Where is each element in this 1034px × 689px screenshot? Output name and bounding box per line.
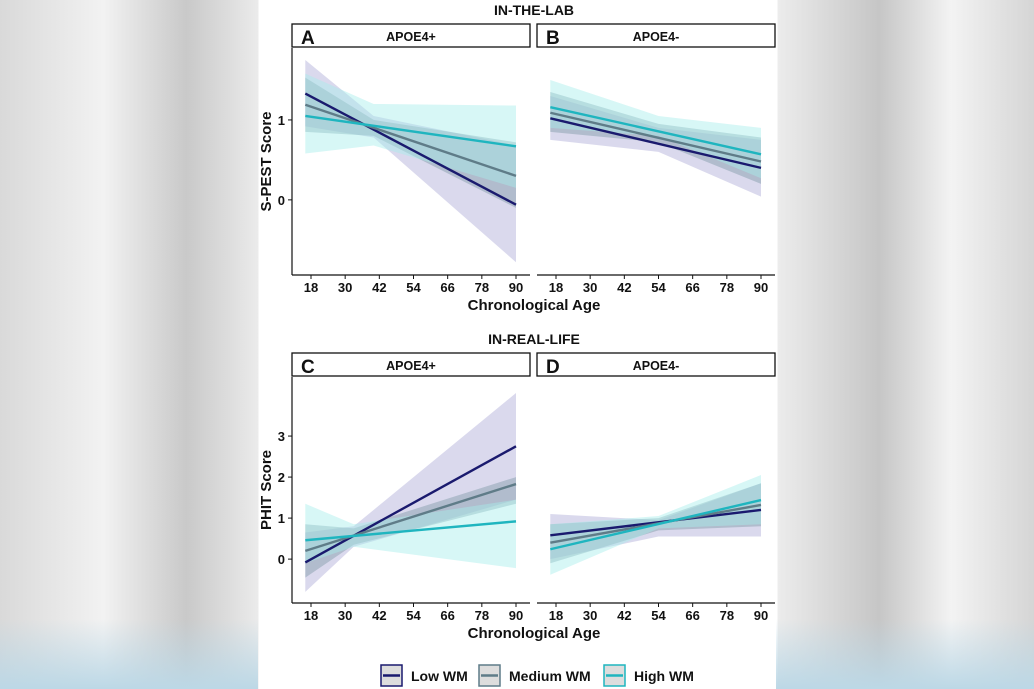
line-high-wm xyxy=(305,114,517,148)
y-axis-label: PHIT Score xyxy=(258,450,275,530)
legend-item-medium-wm: Medium WM xyxy=(478,664,591,687)
ci-band-low-wm xyxy=(305,59,516,263)
x-tick-label: 90 xyxy=(509,608,523,623)
legend-item-low-wm: Low WM xyxy=(380,664,468,687)
line-medium-wm xyxy=(550,111,762,163)
ci-band-low-wm xyxy=(550,95,761,197)
x-tick-label: 66 xyxy=(440,608,454,623)
ci-band-high-wm xyxy=(305,499,516,569)
line-medium-wm xyxy=(304,482,517,553)
strip-box xyxy=(291,352,531,377)
x-tick-label: 54 xyxy=(651,280,666,295)
x-tick-label: 42 xyxy=(372,280,386,295)
strip-label: APOE4- xyxy=(633,30,680,44)
x-axis-label: Chronological Age xyxy=(468,625,601,642)
legend-label: High WM xyxy=(634,668,694,684)
panel-d: D APOE4- 18 30 42 54 66 78 90 xyxy=(536,352,776,623)
x-tick-label: 78 xyxy=(720,608,734,623)
section-title: IN-REAL-LIFE xyxy=(488,331,580,347)
x-tick-label: 54 xyxy=(406,608,421,623)
line-high-wm xyxy=(550,498,762,551)
section-title: IN-THE-LAB xyxy=(494,2,574,18)
y-tick-label: 0 xyxy=(278,552,285,567)
legend: Low WM Medium WM High WM xyxy=(380,664,694,687)
x-tick-label: 18 xyxy=(304,608,318,623)
x-tick-label: 90 xyxy=(754,280,768,295)
x-tick-label: 18 xyxy=(549,608,563,623)
legend-label: Low WM xyxy=(411,668,468,684)
x-tick-label: 78 xyxy=(475,280,489,295)
panel-c: IN-REAL-LIFE C APOE4+ 18 30 42 54 66 78 90 0 1 2 3 Chr… xyxy=(258,331,600,642)
ci-band-low-wm xyxy=(305,392,516,592)
y-tick-label: 1 xyxy=(278,511,285,526)
y-tick-label: 0 xyxy=(278,193,285,208)
panel-letter: D xyxy=(546,357,560,378)
x-tick-label: 66 xyxy=(685,608,699,623)
y-tick-label: 2 xyxy=(278,470,285,485)
x-tick-label: 30 xyxy=(583,608,597,623)
panel-b: B APOE4- 18 30 42 54 66 78 90 xyxy=(536,23,776,295)
x-tick-label: 78 xyxy=(720,280,734,295)
legend-item-high-wm: High WM xyxy=(603,664,694,687)
x-tick-label: 78 xyxy=(475,608,489,623)
y-tick-label: 1 xyxy=(278,113,285,128)
x-tick-label: 18 xyxy=(549,280,563,295)
x-tick-label: 30 xyxy=(583,280,597,295)
line-low-wm xyxy=(304,92,517,206)
strip-box xyxy=(536,23,776,48)
strip-label: APOE4+ xyxy=(386,359,436,373)
ci-band-high-wm xyxy=(550,79,761,179)
y-axis-label: S-PEST Score xyxy=(258,111,275,211)
x-tick-label: 66 xyxy=(440,280,454,295)
y-tick-label: 3 xyxy=(278,429,285,444)
strip-box xyxy=(291,23,531,48)
x-tick-label: 90 xyxy=(509,280,523,295)
strip-label: APOE4- xyxy=(633,359,680,373)
line-low-wm xyxy=(550,508,762,537)
ci-band-low-wm xyxy=(550,483,761,560)
x-tick-label: 30 xyxy=(338,280,352,295)
strip-label: APOE4+ xyxy=(386,30,436,44)
ci-band-medium-wm xyxy=(305,77,516,208)
line-high-wm xyxy=(550,105,762,156)
x-tick-label: 42 xyxy=(617,280,631,295)
ci-band-medium-wm xyxy=(305,477,516,578)
strip-box xyxy=(536,352,776,377)
x-axis-label: Chronological Age xyxy=(468,297,601,314)
x-tick-label: 66 xyxy=(685,280,699,295)
x-tick-label: 18 xyxy=(304,280,318,295)
x-tick-label: 42 xyxy=(372,608,386,623)
x-tick-label: 54 xyxy=(651,608,666,623)
panel-a: IN-THE-LAB A APOE4+ 18 30 42 54 66 78 90 0 1 Chronol… xyxy=(258,2,600,314)
x-tick-label: 54 xyxy=(406,280,421,295)
x-tick-label: 42 xyxy=(617,608,631,623)
line-high-wm xyxy=(305,520,517,542)
line-medium-wm xyxy=(304,103,517,178)
line-low-wm xyxy=(304,445,517,564)
x-tick-label: 90 xyxy=(754,608,768,623)
x-tick-label: 30 xyxy=(338,608,352,623)
line-low-wm xyxy=(550,117,762,170)
panel-letter: B xyxy=(546,28,560,49)
panel-letter: C xyxy=(301,357,315,378)
legend-label: Medium WM xyxy=(509,668,591,684)
panel-letter: A xyxy=(301,28,315,49)
